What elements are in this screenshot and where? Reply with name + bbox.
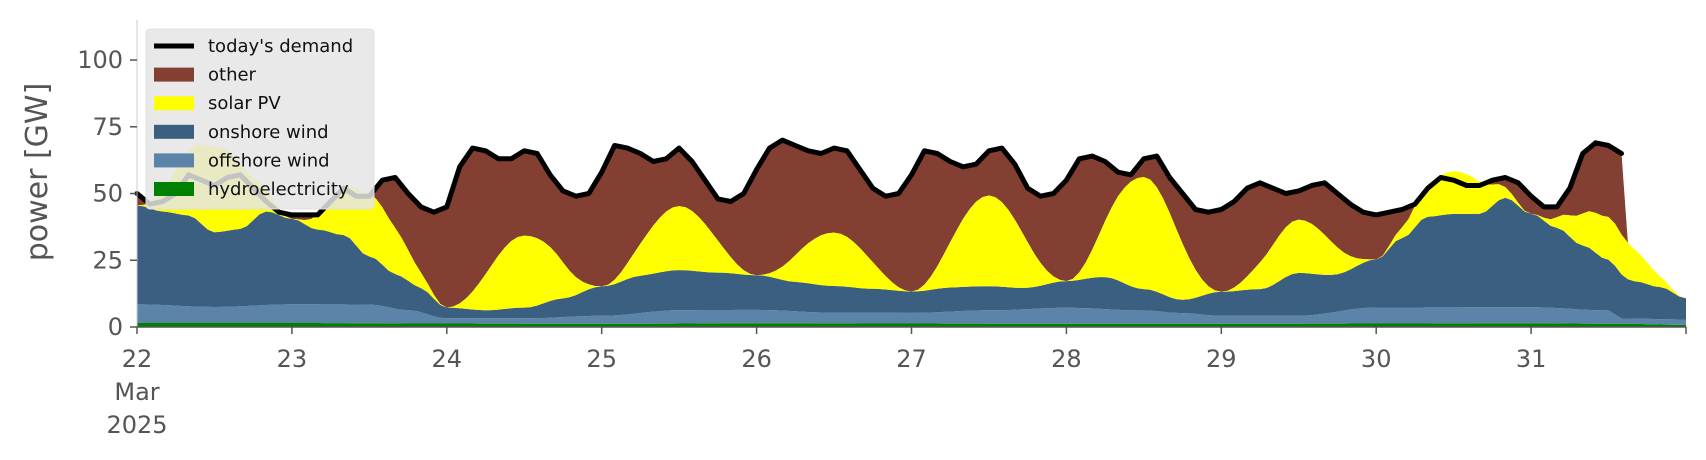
y-tick-label: 50 (92, 180, 123, 208)
legend-swatch (154, 96, 194, 111)
y-axis-label: power [GW] (20, 83, 55, 262)
area-onshore-wind (137, 197, 1686, 320)
x-tick-label: 26 (741, 345, 772, 373)
legend-label: hydroelectricity (208, 179, 349, 200)
legend-swatch (154, 153, 194, 168)
axes: 0 25 50 75 100 22 Mar 2025 23 24 25 26 27 28 29 30 31 (77, 20, 1687, 439)
legend-swatch (154, 67, 194, 82)
area-solar-pv (137, 144, 1686, 311)
legend-swatch (154, 124, 194, 139)
area-hydroelectricity (137, 323, 1686, 327)
area-other (137, 140, 1686, 308)
x-tick-sublabel: 2025 (106, 411, 167, 439)
demand-layer (134, 137, 1624, 218)
legend-box (145, 28, 375, 210)
y-tick-label: 25 (92, 246, 123, 274)
y-tick-label: 0 (108, 313, 123, 341)
legend-label: offshore wind (208, 150, 330, 171)
x-tick-label: 27 (896, 345, 927, 373)
x-tick-label: 28 (1051, 345, 1082, 373)
x-tick-label: 23 (277, 345, 308, 373)
x-tick-label: 22 (122, 345, 153, 373)
x-tick-label: 29 (1206, 345, 1237, 373)
x-tick-label: 24 (432, 345, 463, 373)
x-tick-label: 31 (1516, 345, 1547, 373)
legend: today's demand other solar PV onshore wind o… (145, 28, 375, 210)
legend-label: other (208, 65, 257, 86)
x-tick-label: 25 (586, 345, 617, 373)
y-tick-label: 75 (92, 113, 123, 141)
legend-swatch (154, 182, 194, 196)
y-tick-label: 100 (77, 46, 123, 74)
x-tick-label: 30 (1361, 345, 1392, 373)
area-offshore-wind (137, 304, 1686, 325)
legend-label: solar PV (208, 93, 281, 114)
x-tick-sublabel: Mar (114, 378, 159, 406)
stacked-areas (137, 140, 1686, 327)
legend-label: onshore wind (208, 122, 329, 143)
demand-line (134, 137, 1624, 218)
legend-label: today's demand (208, 36, 353, 57)
